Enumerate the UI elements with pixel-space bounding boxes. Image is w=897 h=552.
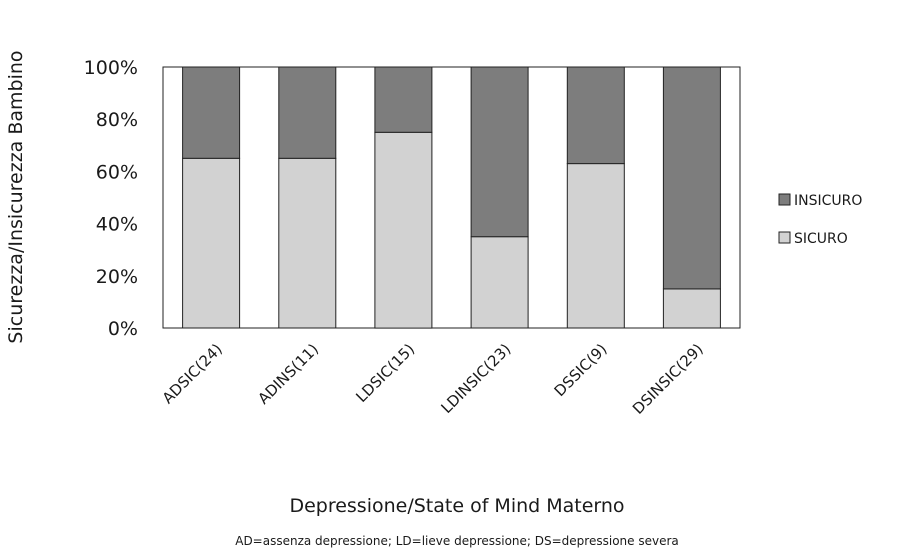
y-tick-label: 40% [96, 214, 138, 236]
x-axis-title: Depressione/State of Mind Materno [289, 495, 624, 517]
bar-insicuro-2 [374, 66, 433, 133]
x-category-label: DSSIC(9) [551, 340, 611, 400]
x-category-label: LDINSIC(23) [438, 340, 515, 417]
x-category-labels: ADSIC(24) ADINS(11) LDSIC(15) LDINSIC(23) DS… [159, 340, 707, 418]
legend-swatch-sicuro [778, 231, 791, 244]
bars-group [182, 66, 721, 329]
legend-swatch-insicuro [778, 193, 791, 206]
y-tick-labels: 0% 20% 40% 60% 80% 100% [84, 57, 138, 340]
x-category-label: ADINS(11) [254, 340, 322, 408]
y-axis-title: Sicurezza/Insicurezza Bambino [5, 50, 27, 343]
x-category-label: LDSIC(15) [352, 340, 418, 406]
bar-insicuro-1 [278, 66, 337, 159]
y-tick-label: 100% [84, 57, 138, 79]
bar-sicuro-5 [662, 288, 721, 329]
bar-insicuro-0 [182, 66, 241, 159]
x-category-label: ADSIC(24) [159, 340, 226, 407]
bar-insicuro-3 [470, 66, 529, 238]
y-tick-label: 0% [108, 318, 138, 340]
footnote: AD=assenza depressione; LD=lieve depress… [235, 534, 679, 548]
y-tick-label: 20% [96, 266, 138, 288]
bar-sicuro-0 [182, 157, 241, 329]
bar-sicuro-4 [566, 163, 625, 329]
x-category-label: DSINSIC(29) [629, 340, 707, 418]
bar-sicuro-2 [374, 131, 433, 329]
y-tick-label: 60% [96, 161, 138, 183]
plot-area [162, 66, 741, 329]
bar-sicuro-3 [470, 236, 529, 329]
bar-insicuro-5 [662, 66, 721, 290]
legend-label-insicuro: INSICURO [794, 193, 862, 209]
bar-sicuro-1 [278, 157, 337, 329]
legend: INSICURO SICURO [778, 193, 862, 247]
y-tick-label: 80% [96, 109, 138, 131]
bar-insicuro-4 [566, 66, 625, 165]
legend-label-sicuro: SICURO [794, 231, 848, 247]
